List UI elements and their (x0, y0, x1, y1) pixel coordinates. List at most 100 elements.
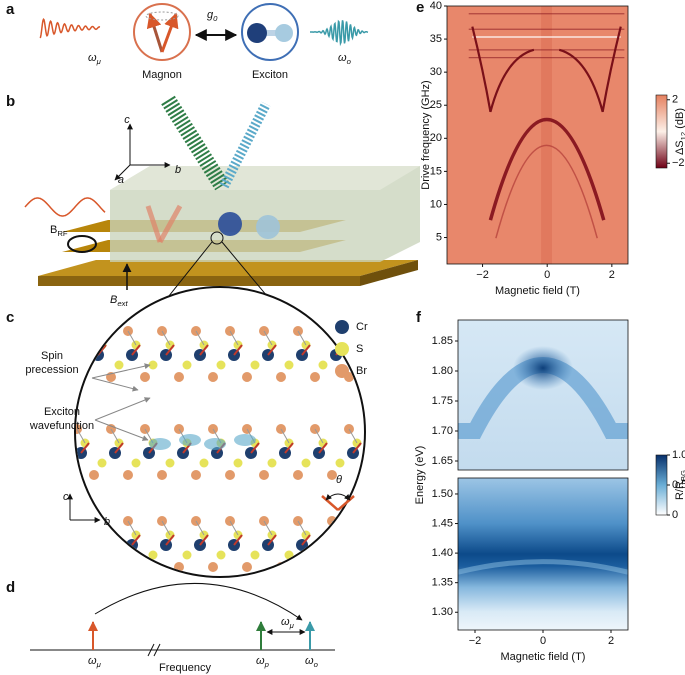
heatmap-feature (471, 26, 535, 113)
y-tick-label: 15 (430, 165, 442, 177)
field-label-sub: RF (57, 229, 68, 238)
s-atom (370, 531, 379, 540)
pointer (94, 397, 151, 421)
spin (165, 344, 175, 356)
br-atom (310, 372, 320, 382)
br-atom (208, 372, 218, 382)
colorbar-label: ΔS12 (dB) (674, 108, 685, 155)
precession-path (145, 11, 179, 21)
omega-label: ωμ (281, 616, 295, 630)
angle-arc (325, 493, 351, 501)
axis-break (147, 643, 155, 657)
spin (64, 345, 72, 355)
omega-label-sub: o (314, 660, 319, 669)
rf-wave (24, 197, 106, 217)
y-axis-label: Drive frequency (GHz) (420, 80, 432, 189)
laser-out (219, 101, 271, 189)
heatmap-group (458, 320, 628, 470)
bond (110, 428, 120, 444)
x-tick-label: 2 (609, 269, 615, 281)
panel-label: a (6, 1, 15, 18)
strip (360, 260, 418, 286)
s-atom (387, 551, 396, 560)
s-atom (250, 360, 260, 370)
spin (284, 442, 294, 454)
omega-label-sub: μ (96, 57, 102, 66)
br-atom (89, 470, 99, 480)
legend-s (335, 342, 349, 356)
coupling-label: g0 (207, 9, 218, 23)
s-atom (387, 361, 396, 370)
y-tick-label: 35 (430, 33, 442, 45)
s-atom (148, 550, 158, 560)
spin (165, 534, 175, 546)
x-axis-label: Magnetic field (T) (501, 651, 586, 663)
x-tick-label: 2 (608, 635, 614, 647)
br-atom (89, 516, 99, 526)
heatmap-group (447, 6, 628, 264)
bond (161, 520, 171, 536)
cr-atom (364, 349, 376, 361)
angle-arm (337, 495, 355, 511)
spin-arrow (146, 12, 164, 53)
y-tick-label: 1.30 (432, 606, 453, 618)
field-label-base: B (110, 294, 117, 306)
bond (127, 330, 137, 346)
spin (370, 535, 378, 545)
y-tick-label: 1.65 (432, 455, 453, 467)
omega-label-sub: μ (289, 621, 295, 630)
spin (301, 534, 311, 546)
angle-label: θ (336, 474, 342, 486)
br-atom (191, 470, 201, 480)
br-atom (361, 470, 364, 480)
y-tick-label: 10 (430, 198, 442, 210)
br-atom (378, 562, 388, 572)
bond (263, 520, 273, 536)
heatmap-group (458, 478, 628, 630)
angle-arm (321, 495, 339, 511)
axis-break (153, 643, 161, 657)
y-tick-label: 5 (436, 231, 442, 243)
exciton-cloud (179, 434, 201, 446)
legend-br (335, 364, 349, 378)
s-atom (335, 530, 345, 540)
br-atom (55, 326, 65, 336)
heatmap-feature (495, 144, 598, 239)
axis-label: a (118, 174, 124, 186)
bond (280, 428, 290, 444)
br-atom (242, 372, 252, 382)
coupling-label-sub: 0 (213, 14, 218, 23)
br-atom (276, 372, 286, 382)
spin (301, 344, 311, 356)
bond (195, 330, 205, 346)
y-tick-label: 1.35 (432, 577, 453, 589)
crystal-top (110, 166, 420, 190)
s-atom (301, 458, 311, 468)
omega-label-base: ω (88, 52, 97, 64)
field-label-base: B (50, 224, 57, 236)
s-atom (387, 439, 396, 448)
exciton-bond (258, 30, 282, 36)
omega-label: ωμ (88, 52, 102, 66)
spin (199, 534, 209, 546)
legend-entry: Br (356, 365, 367, 377)
br-atom (157, 470, 167, 480)
s-atom (165, 458, 175, 468)
electron (218, 212, 242, 236)
br-atom (225, 470, 235, 480)
x-tick-label: 0 (544, 269, 550, 281)
y-tick-label: 30 (430, 66, 442, 78)
axis-label: b (104, 516, 110, 528)
electron (247, 23, 267, 43)
bond (297, 330, 307, 346)
s-atom (80, 360, 90, 370)
spin-arrow (157, 204, 183, 244)
y-tick-label: 1.45 (432, 517, 453, 529)
colorbar-label-base: R/R (674, 481, 685, 500)
panel-label: d (6, 579, 15, 596)
magnon-label: Magnon (142, 69, 182, 81)
br-atom (327, 470, 337, 480)
br-atom (208, 562, 218, 572)
bond (297, 520, 307, 536)
